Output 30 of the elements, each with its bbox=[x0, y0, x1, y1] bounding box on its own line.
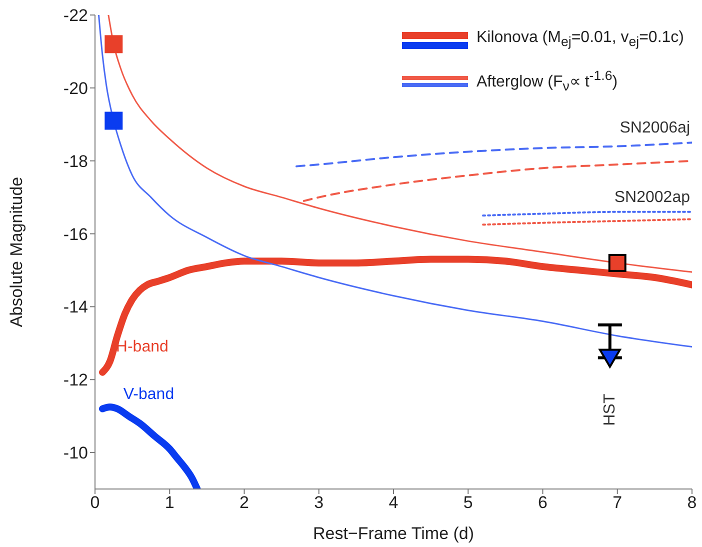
x-tick-label: 7 bbox=[612, 493, 622, 512]
y-tick-label: -14 bbox=[63, 298, 88, 317]
annotation: SN2002ap bbox=[614, 188, 690, 206]
x-tick-label: 6 bbox=[538, 493, 548, 512]
point bbox=[608, 254, 626, 272]
x-tick-label: 2 bbox=[240, 493, 249, 512]
y-tick-label: -12 bbox=[63, 370, 88, 390]
legend-label: Kilonova (M$_{ej}$=0.01, v$_{ej}$=0.1c) bbox=[476, 28, 684, 52]
point bbox=[104, 112, 123, 130]
line-series bbox=[295, 142, 692, 168]
y-tick-label: -10 bbox=[63, 444, 88, 463]
y-tick-label: -22 bbox=[63, 6, 88, 26]
y-axis-title: Absolute Magnitude bbox=[7, 176, 26, 328]
x-tick-label: 3 bbox=[314, 493, 324, 512]
x-tick-label: 1 bbox=[164, 493, 174, 512]
x-tick-label: 0 bbox=[90, 493, 100, 512]
x-axis-title: Rest−Frame Time (d) bbox=[312, 524, 474, 543]
point bbox=[104, 35, 123, 54]
x-tick-label: 4 bbox=[388, 493, 398, 512]
annotation: V-band bbox=[123, 386, 174, 403]
x-tick-label: 5 bbox=[463, 493, 473, 512]
y-tick-label: -16 bbox=[63, 224, 88, 244]
legend-label: Afterglow (F$_{ν}$∝ t$^{-1.6}$) bbox=[476, 67, 618, 96]
x-tick-label: 8 bbox=[687, 493, 697, 512]
y-tick-label: -18 bbox=[63, 152, 88, 171]
annotation: H-band bbox=[116, 338, 168, 356]
annotation: SN2006aj bbox=[620, 120, 690, 137]
annotation: HST bbox=[601, 394, 618, 426]
y-tick-label: -20 bbox=[63, 78, 88, 98]
point bbox=[598, 348, 621, 368]
